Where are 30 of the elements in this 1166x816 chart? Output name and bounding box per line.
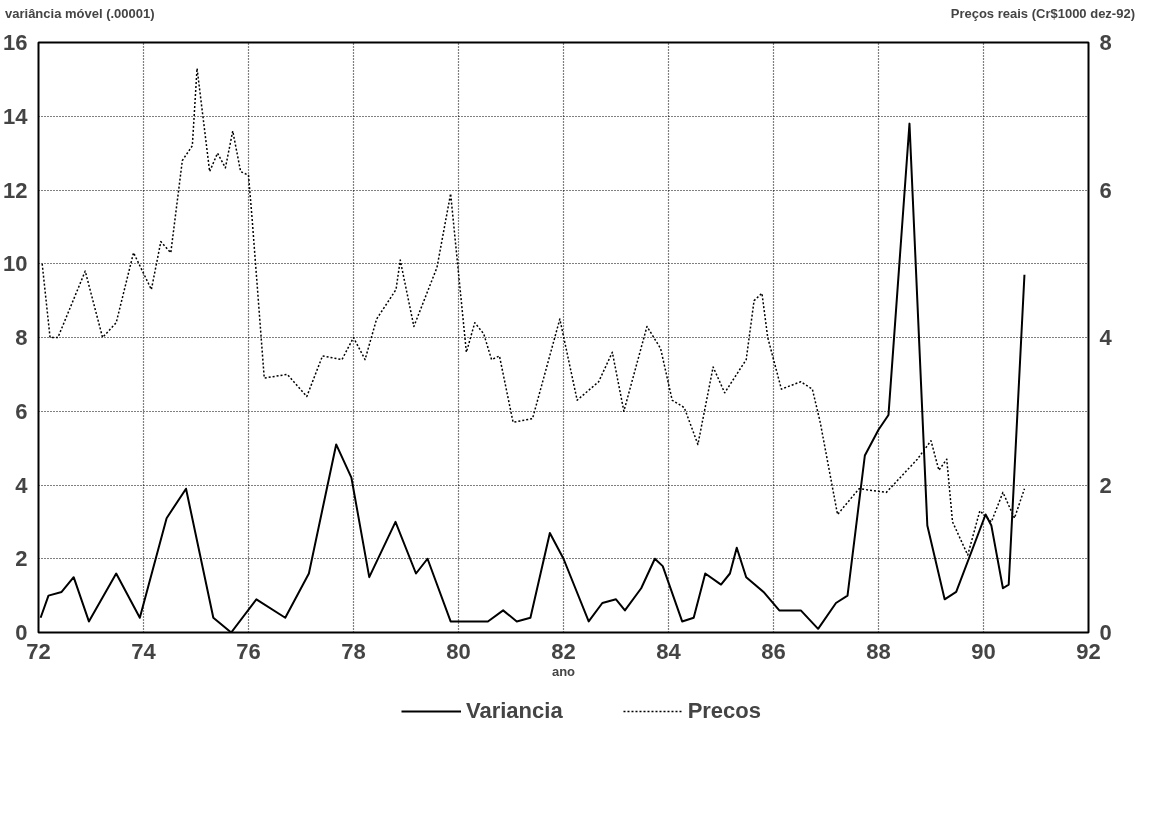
y-tick-label: 6 bbox=[15, 398, 28, 424]
legend-label: Precos bbox=[687, 698, 762, 724]
y2-tick-label: 8 bbox=[1099, 30, 1112, 55]
y-tick-label: 10 bbox=[3, 251, 28, 277]
x-tick-label: 82 bbox=[551, 638, 576, 664]
x-tick-label: 76 bbox=[236, 638, 261, 664]
y-tick-label: 14 bbox=[3, 103, 29, 129]
x-tick-label: 90 bbox=[971, 638, 996, 664]
y2-axis-title: Preços reais (Cr$1000 dez-92) bbox=[950, 5, 1135, 23]
y-tick-label: 4 bbox=[15, 472, 29, 498]
x-tick-label: 80 bbox=[446, 638, 471, 664]
x-axis-title: ano bbox=[551, 663, 576, 679]
y2-tick-label: 4 bbox=[1099, 325, 1113, 350]
x-tick-label: 92 bbox=[1076, 638, 1101, 664]
x-tick-label: 84 bbox=[656, 638, 682, 664]
x-tick-label: 78 bbox=[341, 638, 366, 664]
y-tick-label: 0 bbox=[15, 620, 28, 645]
y2-tick-label: 6 bbox=[1099, 177, 1112, 203]
y2-tick-label: 0 bbox=[1099, 620, 1112, 645]
x-tick-label: 72 bbox=[26, 638, 51, 664]
y-axis-title: variância móvel (.00001) bbox=[5, 5, 155, 23]
y-tick-label: 16 bbox=[3, 30, 28, 55]
x-tick-label: 88 bbox=[866, 638, 891, 664]
y-tick-label: 12 bbox=[3, 177, 28, 203]
x-tick-label: 86 bbox=[761, 638, 786, 664]
y-tick-label: 2 bbox=[15, 546, 28, 572]
y2-tick-label: 2 bbox=[1099, 472, 1112, 498]
legend-label: Variancia bbox=[465, 698, 563, 724]
x-tick-label: 74 bbox=[131, 638, 157, 664]
y-tick-label: 8 bbox=[15, 325, 28, 350]
